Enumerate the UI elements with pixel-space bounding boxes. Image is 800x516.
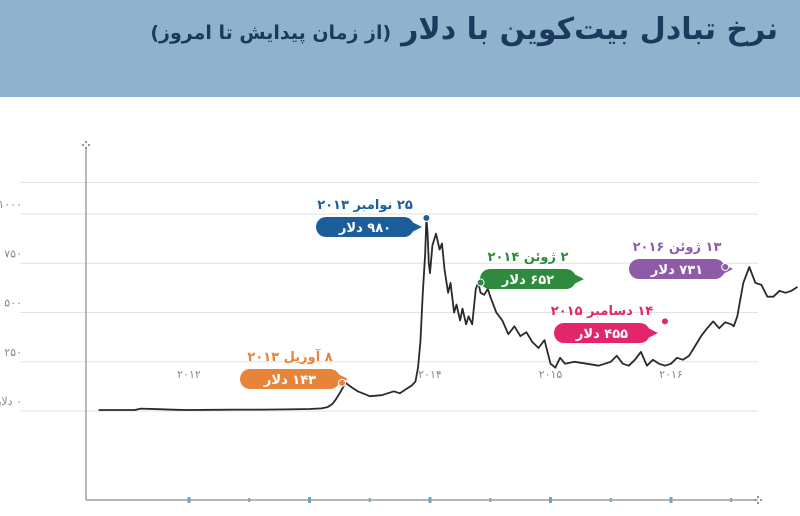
annotation-date: ۱۴ دسامبر ۲۰۱۵ — [551, 304, 654, 319]
annotation-date: ۲۵ نوامبر ۲۰۱۳ — [317, 198, 413, 213]
x-axis-cap — [756, 501, 760, 505]
annotations: ۸ آوریل ۲۰۱۳ ۱۴۳ دلار ۲۵ نوامبر ۲۰۱۳ ۹۸۰ دل… — [240, 198, 733, 389]
annotation-date: ۸ آوریل ۲۰۱۳ — [247, 348, 332, 365]
annotation-point — [721, 262, 730, 271]
annotation: ۱۴ دسامبر ۲۰۱۵ ۴۵۵ دلار — [551, 304, 669, 343]
x-tick-mark — [308, 497, 311, 503]
annotation-point — [422, 213, 431, 222]
page-title: نرخ تبادل بیت‌کوین با دلار (از زمان پیدای… — [150, 12, 778, 47]
annotation-price: ۹۸۰ دلار — [338, 221, 391, 236]
x-tick-mark — [187, 497, 191, 503]
grid-lines — [20, 181, 758, 412]
annotation-date: ۱۳ ژوئن ۲۰۱۶ — [633, 240, 722, 255]
x-axis-cap — [756, 495, 760, 499]
x-axis-cap — [753, 498, 757, 502]
title-subtitle: (از زمان پیدایش تا امروز) — [150, 22, 392, 44]
annotation: ۲ ژوئن ۲۰۱۴ ۶۵۲ دلار — [476, 250, 584, 289]
y-axis-cap — [84, 146, 88, 150]
price-series — [98, 217, 798, 411]
x-tick-label: ۲۰۱۴ — [418, 368, 442, 381]
annotation-pointer — [572, 273, 584, 285]
x-tick-label: ۲۰۱۲ — [177, 368, 201, 381]
x-tick-mark — [549, 497, 552, 503]
annotation-pill — [316, 217, 414, 237]
y-axis-cap — [81, 143, 85, 147]
annotation-pill — [554, 323, 650, 343]
price-line — [98, 217, 798, 411]
y-tick-label: ۲۵۰ دلار — [0, 346, 22, 359]
x-minor-tick-mark — [730, 498, 733, 502]
annotation-point — [338, 378, 347, 387]
x-axis-cap — [759, 498, 763, 502]
axes — [81, 140, 763, 505]
y-tick-label: ۷۵۰ دلار — [0, 247, 22, 260]
x-tick-label: ۲۰۱۶ — [659, 368, 683, 381]
annotation-price: ۶۵۲ دلار — [501, 273, 554, 288]
x-minor-tick-mark — [489, 498, 492, 502]
annotation-pill — [240, 369, 340, 389]
y-tick-label: ۵۰۰ دلار — [0, 297, 22, 310]
annotation: ۸ آوریل ۲۰۱۳ ۱۴۳ دلار — [240, 348, 348, 389]
annotation-price: ۷۳۱ دلار — [650, 263, 703, 278]
annotation: ۱۳ ژوئن ۲۰۱۶ ۷۳۱ دلار — [629, 240, 733, 279]
annotation-point — [660, 317, 669, 326]
x-minor-tick-mark — [609, 498, 612, 502]
annotation-pointer — [410, 221, 422, 233]
annotation-pill — [480, 269, 576, 289]
x-tick-mark — [669, 497, 673, 503]
y-axis-cap — [84, 140, 88, 144]
x-tick-label: ۲۰۱۵ — [539, 368, 563, 381]
y-axis-cap — [87, 143, 91, 147]
x-tick-mark — [428, 497, 432, 503]
annotation-pointer — [646, 327, 658, 339]
y-tick-label: ۰ دلار — [0, 395, 22, 408]
bitcoin-price-chart: ۰ دلار۲۵۰ دلار۵۰۰ دلار۷۵۰ دلار۱۰۰۰ دلار … — [0, 140, 798, 505]
y-axis-ticks: ۰ دلار ۲۵۰ دلار ۵۰۰ دلار ۷۵۰ دلار ۱۰۰۰ دلار — [0, 198, 22, 408]
annotation-price: ۴۵۵ دلار — [575, 327, 628, 342]
annotation-price: ۱۴۳ دلار — [263, 373, 316, 388]
x-minor-tick-mark — [368, 498, 371, 502]
annotation-pill — [629, 259, 725, 279]
x-minor-tick-mark — [248, 498, 251, 502]
annotation-point — [476, 278, 485, 287]
header-banner: نرخ تبادل بیت‌کوین با دلار (از زمان پیدای… — [0, 0, 800, 97]
y-tick-label: ۱۰۰۰ دلار — [0, 198, 22, 211]
annotation-date: ۲ ژوئن ۲۰۱۴ — [488, 250, 569, 265]
title-main: نرخ تبادل بیت‌کوین با دلار — [401, 12, 778, 47]
annotation: ۲۵ نوامبر ۲۰۱۳ ۹۸۰ دلار — [316, 198, 431, 237]
